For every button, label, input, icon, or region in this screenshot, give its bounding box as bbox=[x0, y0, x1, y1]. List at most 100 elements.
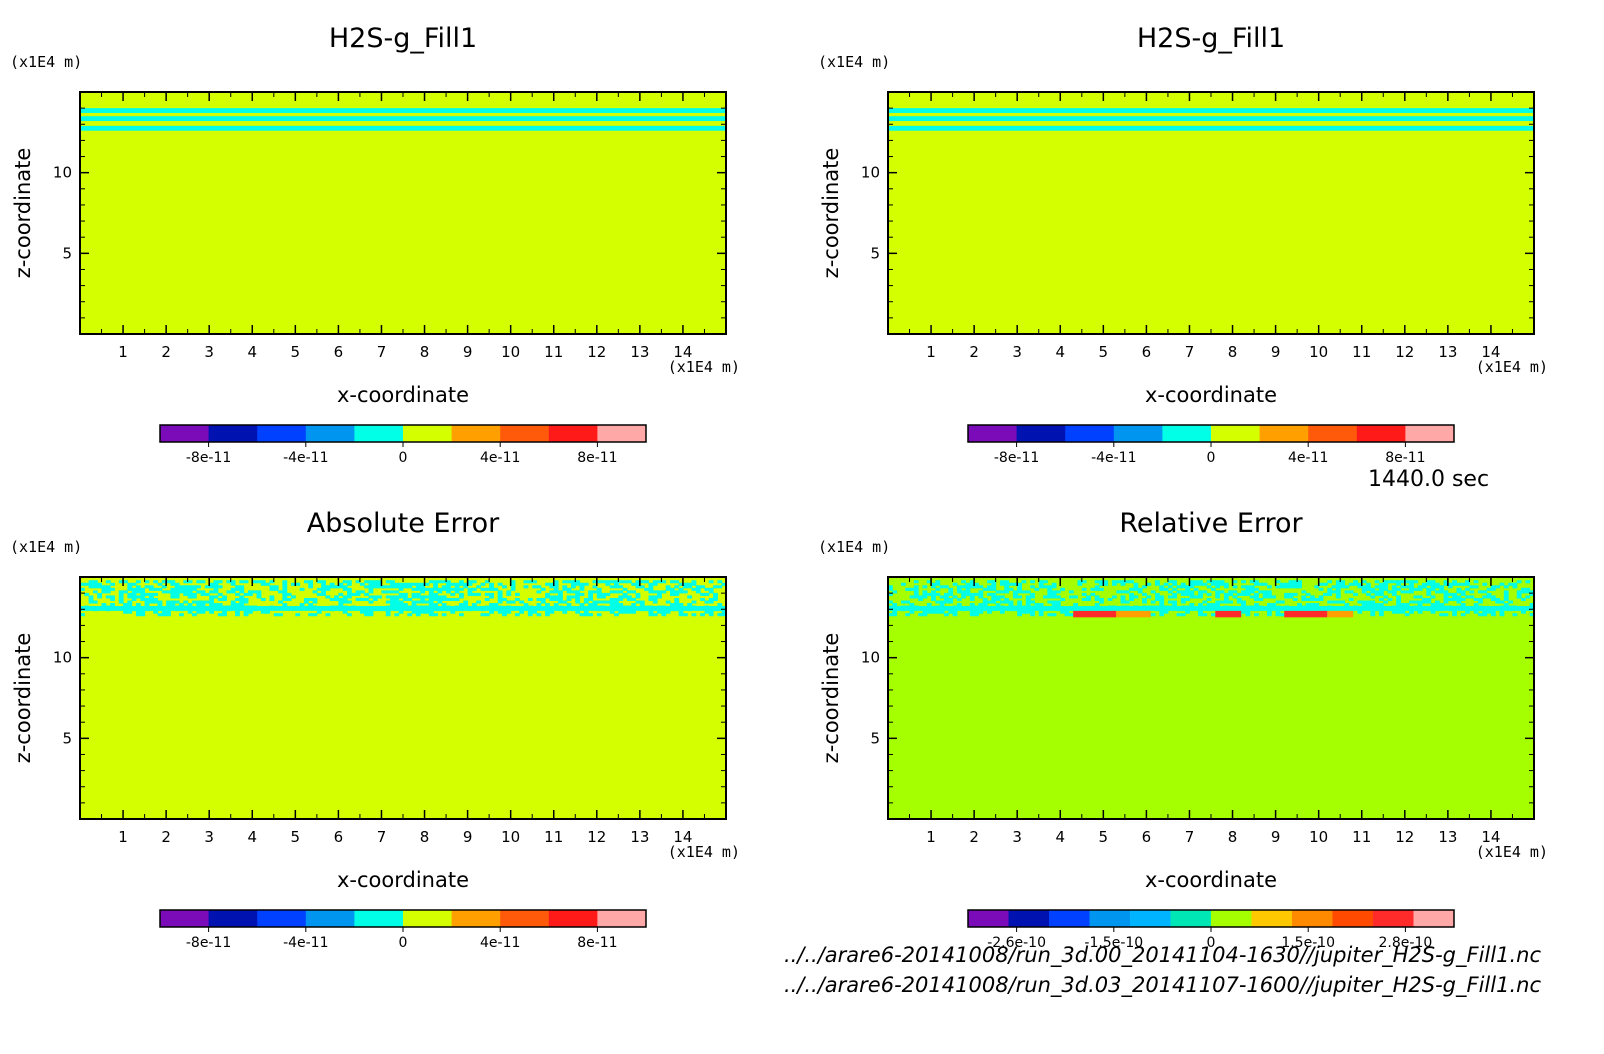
error-cell bbox=[394, 582, 400, 586]
error-cell bbox=[308, 597, 314, 602]
error-cell bbox=[394, 595, 400, 599]
error-cell bbox=[939, 600, 945, 604]
error-cell bbox=[575, 580, 581, 584]
error-cell bbox=[931, 585, 936, 589]
error-cell bbox=[926, 580, 932, 584]
error-cell bbox=[1055, 590, 1061, 594]
error-cell bbox=[652, 600, 658, 604]
error-cell bbox=[148, 595, 154, 599]
error-cell bbox=[247, 610, 253, 614]
error-cell bbox=[922, 610, 928, 614]
error-cell bbox=[579, 613, 585, 617]
error-cell bbox=[467, 592, 473, 596]
error-cell bbox=[1223, 585, 1229, 589]
error-cell bbox=[622, 580, 628, 584]
error-cell bbox=[1383, 595, 1389, 599]
colorbar-swatch bbox=[1251, 910, 1293, 927]
error-cell bbox=[243, 610, 249, 614]
error-cell bbox=[312, 597, 318, 602]
error-cell bbox=[403, 597, 408, 602]
error-hotspot bbox=[1116, 610, 1151, 618]
error-cell bbox=[1409, 582, 1414, 586]
error-cell bbox=[1266, 585, 1272, 589]
error-cell bbox=[1482, 595, 1488, 599]
error-cell bbox=[1025, 590, 1031, 594]
error-cell bbox=[161, 610, 167, 614]
error-cell bbox=[209, 603, 215, 607]
error-cell bbox=[691, 582, 697, 586]
error-cell bbox=[1133, 595, 1139, 599]
colorbar-swatch bbox=[597, 425, 647, 442]
x-tick-label: 5 bbox=[291, 343, 301, 361]
error-cell bbox=[913, 595, 919, 599]
error-cell bbox=[127, 600, 133, 604]
error-cell bbox=[308, 585, 314, 589]
colorbar-swatch bbox=[1130, 910, 1171, 927]
error-cell bbox=[553, 595, 559, 599]
error-cell bbox=[510, 587, 516, 591]
error-cell bbox=[420, 585, 426, 589]
error-cell bbox=[1383, 587, 1389, 591]
error-cell bbox=[618, 590, 624, 594]
error-cell bbox=[635, 595, 641, 599]
colorbar-swatch bbox=[1065, 425, 1115, 442]
error-cell bbox=[1409, 610, 1414, 614]
error-cell bbox=[909, 610, 915, 614]
error-cell bbox=[1490, 610, 1496, 614]
error-cell bbox=[1211, 603, 1216, 607]
error-cell bbox=[926, 603, 932, 607]
error-cell bbox=[174, 590, 180, 594]
error-cell bbox=[700, 597, 705, 602]
error-cell bbox=[97, 595, 103, 599]
error-cell bbox=[631, 590, 637, 594]
error-cell bbox=[1189, 585, 1195, 589]
error-cell bbox=[127, 610, 133, 614]
error-cell bbox=[1529, 590, 1535, 594]
error-cell bbox=[1361, 590, 1367, 594]
error-cell bbox=[648, 582, 654, 586]
error-cell bbox=[446, 585, 451, 589]
error-cell bbox=[1413, 580, 1419, 584]
error-cell bbox=[97, 592, 103, 596]
error-cell bbox=[956, 603, 962, 607]
error-cell bbox=[540, 600, 546, 604]
error-cell bbox=[411, 582, 417, 586]
error-cell bbox=[965, 587, 971, 591]
error-cell bbox=[913, 587, 919, 591]
error-cell bbox=[282, 582, 288, 586]
error-cell bbox=[1211, 587, 1216, 591]
error-cell bbox=[170, 582, 176, 586]
error-cell bbox=[368, 595, 374, 599]
error-cell bbox=[433, 582, 438, 586]
error-cell bbox=[398, 582, 404, 586]
error-cell bbox=[230, 600, 236, 604]
error-cell bbox=[454, 587, 460, 591]
error-cell bbox=[991, 587, 997, 591]
error-cell bbox=[1163, 610, 1169, 614]
error-cell bbox=[974, 582, 979, 586]
error-cell bbox=[403, 582, 408, 586]
error-cell bbox=[1077, 580, 1083, 584]
error-cell bbox=[618, 580, 624, 584]
error-cell bbox=[974, 585, 979, 589]
error-cell bbox=[1327, 592, 1333, 596]
error-cell bbox=[420, 582, 426, 586]
colorbar-swatch bbox=[500, 425, 550, 442]
error-cell bbox=[170, 590, 176, 594]
x-tick-label: 1 bbox=[118, 828, 128, 846]
error-cell bbox=[385, 595, 391, 599]
error-cell bbox=[987, 585, 992, 589]
error-cell bbox=[1081, 597, 1087, 602]
error-cell bbox=[570, 590, 576, 594]
error-cell bbox=[506, 590, 512, 594]
error-cell bbox=[458, 603, 464, 607]
error-cell bbox=[364, 610, 370, 614]
error-cell bbox=[1366, 585, 1371, 589]
error-cell bbox=[939, 595, 945, 599]
error-cell bbox=[480, 582, 486, 586]
error-cell bbox=[1383, 580, 1389, 584]
error-cell bbox=[161, 613, 167, 617]
error-cell bbox=[368, 600, 374, 604]
error-cell bbox=[1159, 595, 1165, 599]
